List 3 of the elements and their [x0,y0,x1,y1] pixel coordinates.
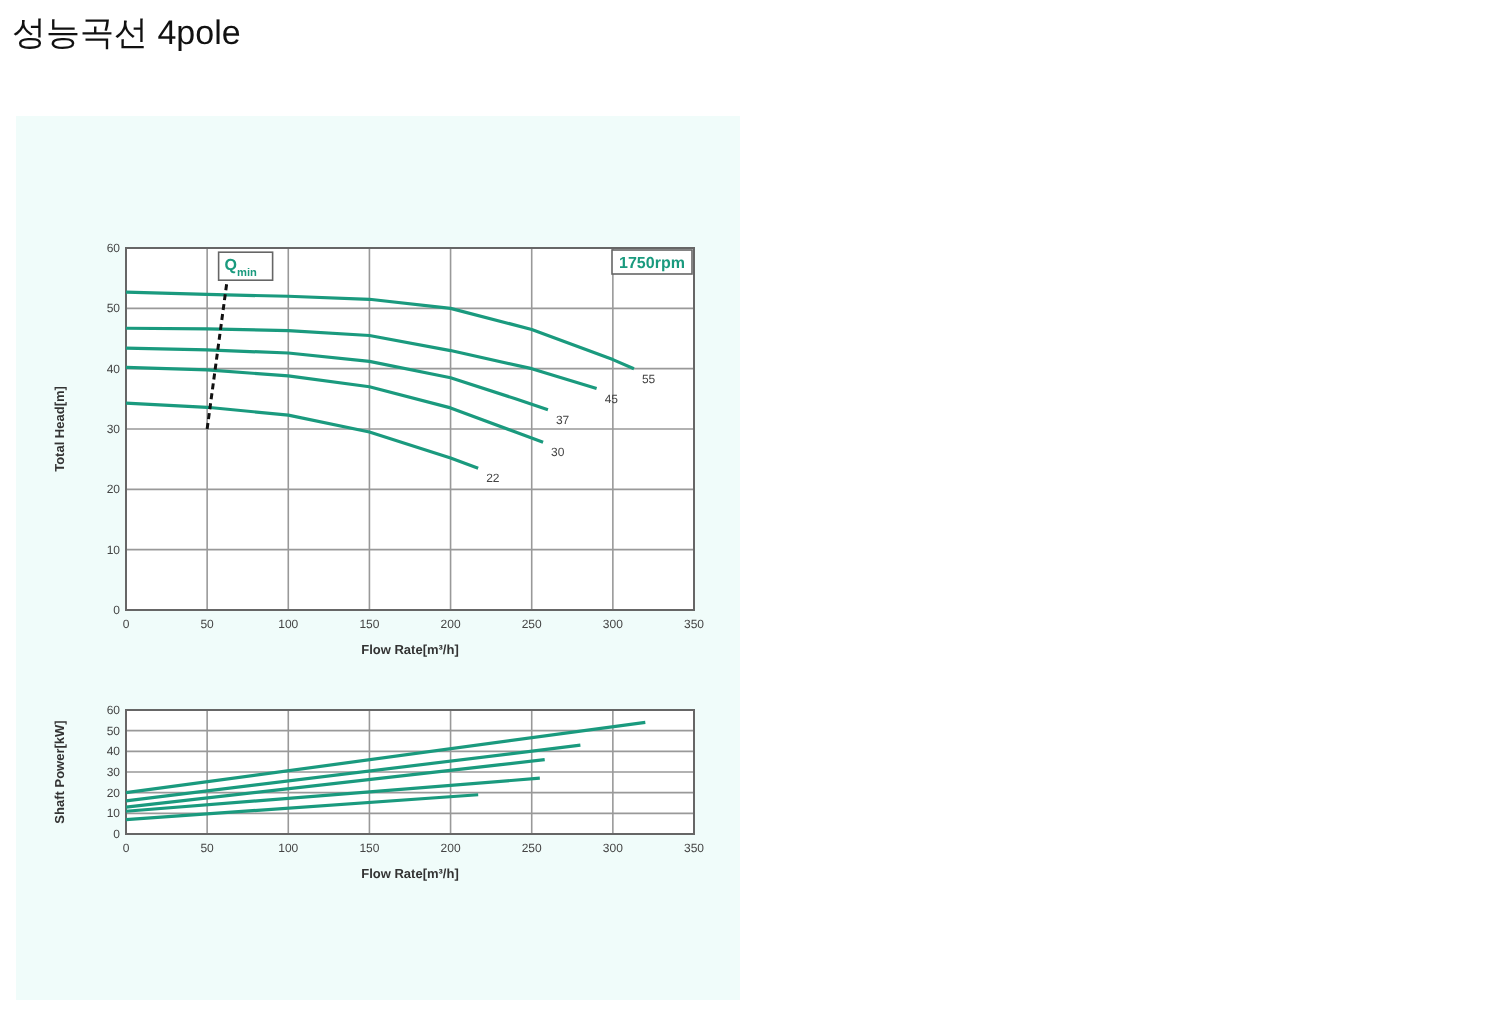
chart-title: 성능곡선 4pole [12,14,241,52]
series-label: Q$_{min}$ [224,256,259,281]
annotation: 1750rpm [619,254,685,272]
